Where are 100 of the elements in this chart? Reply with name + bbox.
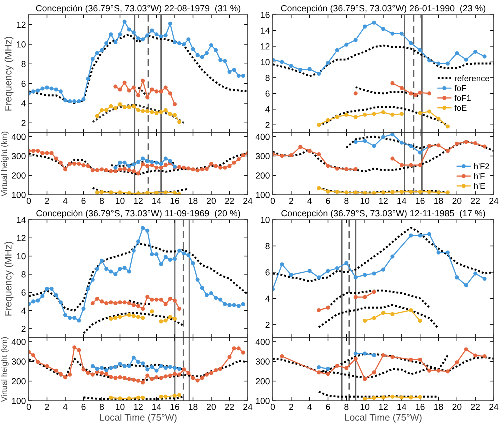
- x-tick-label: 4: [308, 198, 312, 204]
- legend-label: foF: [454, 85, 466, 92]
- y-tick-label: 4: [22, 100, 26, 107]
- x-tick-label: 2: [289, 404, 294, 410]
- y-tick-label: 100: [256, 398, 270, 404]
- x-tick-label: 22: [225, 404, 234, 410]
- x-tick-label: 20: [207, 404, 216, 410]
- x-tick-label: 14: [152, 404, 162, 410]
- y-tick-label: 200: [256, 172, 270, 179]
- y-tick-label: 12: [17, 22, 26, 28]
- y-tick-label: 14: [17, 217, 26, 224]
- y-tick-label: 2: [22, 120, 26, 126]
- y-axis-title: Frequency (MHz): [4, 37, 14, 111]
- legend-label: foF1: [454, 95, 471, 102]
- x-tick-label: 0: [26, 404, 32, 410]
- x-tick-label: 6: [82, 198, 86, 204]
- y-tick-label: 6: [266, 270, 270, 276]
- x-tick-label: 12: [379, 404, 388, 410]
- y-tick-label: 2: [22, 326, 26, 332]
- x-tick-label: 6: [326, 198, 330, 204]
- x-tick-label: 16: [416, 404, 425, 410]
- y-tick-label: 100: [12, 398, 26, 404]
- y-tick-label: 300: [12, 358, 26, 365]
- y-tick-label: 6: [22, 80, 26, 88]
- y-tick-label: 14: [261, 28, 270, 34]
- x-tick-label: 8: [344, 404, 349, 410]
- x-tick-label: 16: [416, 198, 425, 204]
- y-tick-label: 400: [12, 339, 26, 346]
- y-tick-label: 300: [256, 153, 270, 160]
- x-axis-title: Local Time (75°W): [100, 414, 177, 423]
- y-tick-label: 300: [256, 358, 270, 365]
- legend-label: h'F2: [474, 163, 490, 170]
- y-tick-label: 8: [22, 272, 26, 278]
- x-tick-label: 18: [189, 198, 198, 204]
- x-tick-label: 2: [45, 198, 50, 204]
- y-tick-label: 200: [12, 172, 26, 179]
- y-tick-label: 200: [256, 378, 270, 385]
- y-axis-title: Frequency (MHz): [4, 242, 14, 316]
- x-tick-label: 22: [471, 404, 480, 410]
- y-tick-label: 8: [266, 74, 270, 82]
- x-tick-label: 8: [100, 404, 104, 410]
- chart-title: Concepción (36.79°S, 73.03°W) 22-08-1979 (31 %): [36, 4, 241, 14]
- x-tick-label: 8: [344, 198, 349, 204]
- legend-label: h'F: [474, 173, 485, 180]
- y-tick-label: 4: [22, 308, 26, 314]
- y-tick-label: 12: [17, 235, 26, 242]
- legend-label: h'E: [474, 183, 486, 190]
- x-tick-label: 4: [63, 404, 68, 410]
- x-tick-label: 12: [134, 404, 143, 410]
- chart-title: Concepción (36.79°S, 73.03°W) 11-09-1969 (20 %): [36, 210, 240, 218]
- x-axis-title: Local Time (75°W): [345, 414, 422, 423]
- y-tick-label: 400: [256, 339, 270, 346]
- y-tick-label: 100: [256, 192, 270, 198]
- y-tick-label: 4: [266, 296, 270, 302]
- y-axis-title: Virtual height (km): [1, 132, 9, 197]
- x-tick-label: 0: [26, 198, 32, 204]
- x-tick-label: 2: [289, 198, 294, 204]
- y-tick-label: 300: [12, 153, 26, 160]
- x-tick-label: 12: [134, 198, 143, 204]
- y-tick-label: 2: [266, 122, 270, 128]
- y-axis-title: Virtual height (km): [1, 337, 9, 402]
- legend-label: reference: [455, 75, 490, 82]
- x-tick-label: 20: [452, 198, 462, 204]
- x-tick-label: 22: [225, 198, 234, 204]
- y-tick-label: 10: [261, 217, 270, 224]
- y-tick-label: 10: [17, 253, 26, 260]
- x-tick-label: 24: [244, 404, 253, 410]
- x-tick-label: 4: [308, 404, 312, 410]
- x-tick-label: 24: [490, 198, 499, 204]
- y-tick-label: 4: [266, 106, 270, 113]
- y-tick-label: 10: [17, 42, 26, 48]
- y-tick-label: 2: [266, 322, 270, 328]
- x-tick-label: 0: [270, 198, 276, 204]
- x-tick-label: 14: [152, 198, 162, 204]
- x-tick-label: 24: [490, 404, 499, 410]
- x-tick-label: 16: [170, 404, 180, 410]
- legend-label: foE: [454, 104, 467, 112]
- x-tick-label: 8: [100, 198, 104, 204]
- y-tick-label: 8: [266, 243, 270, 250]
- x-tick-label: 16: [170, 198, 180, 204]
- x-tick-label: 14: [398, 198, 407, 204]
- x-tick-label: 18: [434, 404, 444, 410]
- x-tick-label: 10: [116, 404, 125, 410]
- x-tick-label: 6: [326, 404, 330, 410]
- x-tick-label: 22: [471, 198, 480, 204]
- x-tick-label: 2: [45, 404, 50, 410]
- y-tick-label: 16: [261, 12, 270, 18]
- y-tick-label: 10: [261, 59, 270, 66]
- y-tick-label: 200: [12, 378, 26, 385]
- y-tick-label: 400: [12, 134, 26, 140]
- x-tick-label: 10: [360, 198, 370, 204]
- x-tick-label: 18: [189, 404, 198, 410]
- x-tick-label: 20: [452, 404, 462, 410]
- x-tick-label: 4: [63, 198, 68, 204]
- y-tick-label: 12: [261, 44, 270, 50]
- x-tick-label: 12: [379, 198, 388, 204]
- y-tick-label: 6: [266, 90, 270, 97]
- y-tick-label: 100: [12, 192, 26, 198]
- y-tick-label: 8: [22, 61, 26, 68]
- x-tick-label: 10: [360, 404, 370, 410]
